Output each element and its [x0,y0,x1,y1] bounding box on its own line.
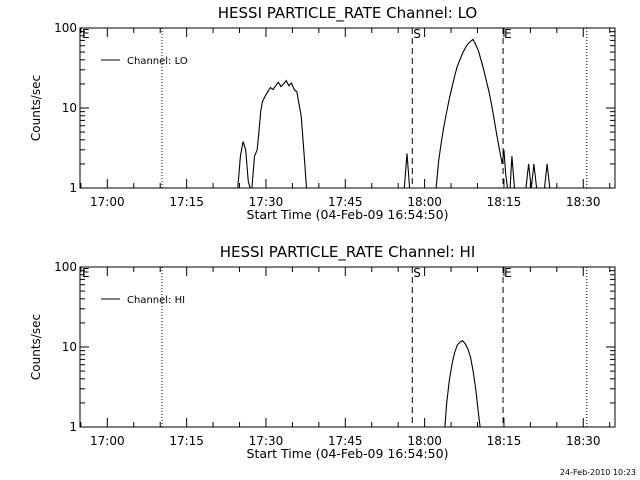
plot-frame [79,27,616,189]
series-line-segment [237,141,251,189]
y-tick-label: 100 [54,21,77,35]
series-line-segment [509,156,516,189]
marker-label-s: S [413,266,421,280]
y-tick-label: 100 [54,260,77,274]
series-line-segment [444,340,481,428]
legend-label: Channel: HI [127,295,185,306]
y-tick-label: 1 [69,420,77,434]
x-tick-label: 18:00 [407,434,442,448]
marker-label-e: E [504,266,512,280]
chart-title: HESSI PARTICLE_RATE Channel: HI [220,243,476,262]
x-tick-label: 17:45 [328,195,363,209]
y-tick-label: 10 [62,101,77,115]
x-tick-label: 17:15 [169,434,204,448]
series-line-segment [403,153,411,189]
x-tick-label: 18:30 [566,434,601,448]
y-tick-label: 10 [62,340,77,354]
x-tick-label: 17:30 [249,434,284,448]
x-tick-label: 17:45 [328,434,363,448]
y-axis-label: Counts/sec [29,314,43,380]
chart-panel-2: HESSI PARTICLE_RATE Channel: HI S E E 17:00 1… [29,243,616,461]
marker-label-e: E [504,27,512,41]
marker-label-s: S [413,27,421,41]
x-tick-label: 18:00 [407,195,442,209]
x-tick-label: 17:00 [90,434,125,448]
x-tick-label: 18:15 [487,434,522,448]
series-line-segment [543,163,551,189]
x-tick-label: 18:30 [566,195,601,209]
edge-label: E [82,27,90,41]
x-tick-label: 17:30 [249,195,284,209]
y-axis-label: Counts/sec [29,75,43,141]
edge-label: E [82,266,90,280]
x-axis-label: Start Time (04-Feb-09 16:54:50) [247,446,449,461]
x-tick-label: 17:00 [90,195,125,209]
series-line-segment [251,79,308,189]
footer-timestamp: 24-Feb-2010 10:23 [559,468,636,477]
plot-frame [79,266,616,428]
x-tick-label: 18:15 [487,195,522,209]
y-tick-label: 1 [69,181,77,195]
legend-label: Channel: LO [127,56,188,67]
x-tick-label: 17:15 [169,195,204,209]
chart-panel-1: HESSI PARTICLE_RATE Channel: LO S E E 17:00 1… [29,4,616,222]
chart-title: HESSI PARTICLE_RATE Channel: LO [218,4,477,23]
series-line-segment [435,38,509,189]
x-axis-label: Start Time (04-Feb-09 16:54:50) [247,207,449,222]
series-line-segment [525,163,538,189]
